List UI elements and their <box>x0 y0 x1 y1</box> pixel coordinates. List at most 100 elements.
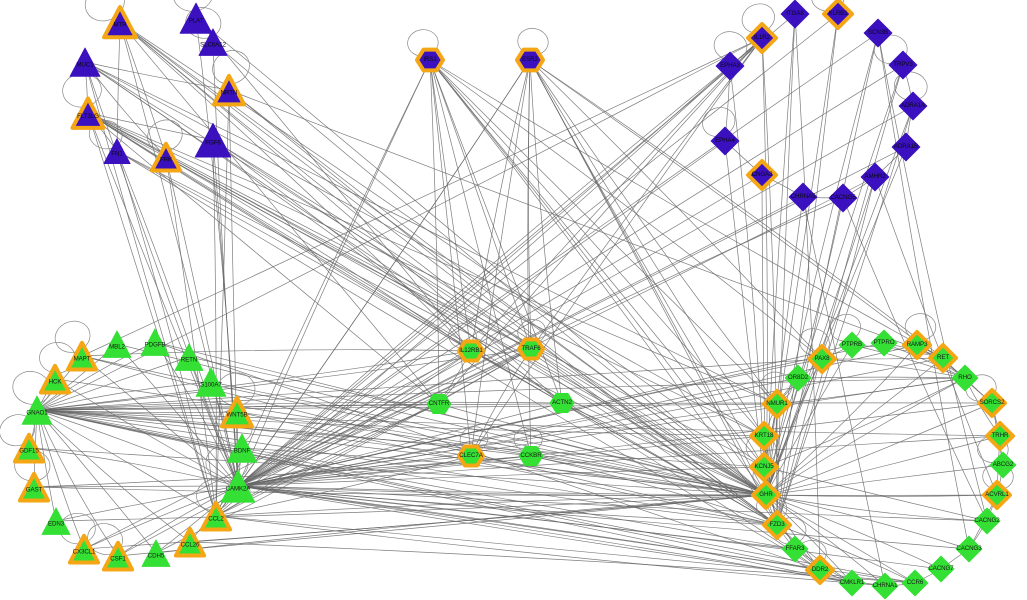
hexagon-shape-icon <box>457 444 485 468</box>
graph-edge <box>215 494 767 517</box>
diamond-shape-icon <box>888 50 918 80</box>
graph-node-flt3lg[interactable]: FLT3LG <box>67 92 110 135</box>
graph-edge <box>776 13 839 526</box>
triangle-shape-icon <box>149 141 183 173</box>
graph-node-cntfr[interactable]: CNTFR <box>422 387 456 421</box>
graph-node-slc6a12[interactable]: SLC6A12 <box>193 22 233 62</box>
graph-edge <box>237 435 765 487</box>
graph-edge <box>765 494 942 570</box>
graph-node-cnga3[interactable]: CNGA3 <box>743 156 781 194</box>
graph-node-ccl26[interactable]: CCL26 <box>170 522 210 562</box>
graph-node-csf1[interactable]: CSF1 <box>98 536 138 576</box>
graph-edge <box>529 59 823 360</box>
graph-node-traf6[interactable]: TRAF6 <box>514 332 548 366</box>
graph-node-mbl2[interactable]: MBL2 <box>97 324 137 364</box>
graph-edge <box>117 348 532 557</box>
triangle-shape-icon <box>220 469 256 503</box>
graph-edge <box>116 150 239 487</box>
graph-node-mtr[interactable]: MTR <box>98 0 142 44</box>
graph-node-cckbr[interactable]: CCKBR <box>514 439 548 473</box>
graph-edge <box>228 89 767 496</box>
hexagon-shape-icon <box>457 339 485 363</box>
graph-node-nmur1[interactable]: NMUR1 <box>759 386 795 422</box>
triangle-shape-icon <box>141 539 171 567</box>
graph-node-trpv3[interactable]: TRPV3 <box>884 46 922 84</box>
graph-node-epha4[interactable]: EPHA4 <box>706 122 744 160</box>
graph-edge <box>529 59 778 405</box>
graph-edge <box>237 197 844 487</box>
diamond-shape-icon <box>807 344 837 374</box>
graph-node-actn2[interactable]: ACTN2 <box>545 386 579 420</box>
graph-node-ptpro[interactable]: PTPRO <box>866 325 902 361</box>
graph-node-cacng5[interactable]: CACNG5 <box>824 179 862 217</box>
graph-edge <box>36 341 156 411</box>
graph-node-cmklr1[interactable]: CMKLR1 <box>834 565 870 600</box>
triangle-shape-icon <box>21 395 53 425</box>
graph-node-gnao1[interactable]: GNAO1 <box>16 389 58 431</box>
diamond-shape-icon <box>746 22 778 54</box>
graph-edge <box>87 112 778 405</box>
diamond-shape-icon <box>710 126 740 156</box>
graph-node-itga8[interactable]: ITGA8 <box>776 0 814 33</box>
graph-edge <box>119 21 472 352</box>
graph-node-frk[interactable]: FRK <box>146 137 186 177</box>
graph-node-clec7a[interactable]: CLEC7A <box>454 439 488 473</box>
diamond-shape-icon <box>898 91 928 121</box>
self-loop-edge <box>185 7 222 39</box>
graph-edge <box>237 485 886 587</box>
graph-edge <box>117 485 239 557</box>
graph-edge <box>237 174 763 487</box>
graph-edge <box>438 403 767 496</box>
graph-edge <box>470 59 531 352</box>
graph-edge <box>81 355 767 496</box>
graph-edge <box>36 350 472 411</box>
graph-node-chrna5[interactable]: CHRNA5 <box>784 178 822 216</box>
graph-edge <box>212 139 563 404</box>
graph-edge <box>87 112 532 350</box>
graph-edge <box>429 59 778 405</box>
graph-edge <box>228 89 778 526</box>
graph-node-fgf6[interactable]: FGF6 <box>189 116 237 164</box>
graph-node-irs1[interactable]: IRS1 <box>412 42 448 78</box>
triangle-shape-icon <box>173 526 207 558</box>
graph-edge <box>212 139 217 517</box>
triangle-shape-icon <box>38 363 72 395</box>
graph-edge <box>84 61 767 496</box>
graph-edge <box>87 112 214 141</box>
graph-node-sorcs2[interactable]: SORCS2 <box>974 385 1010 421</box>
graph-node-fn1[interactable]: FN1 <box>98 132 136 170</box>
graph-edge <box>54 378 767 496</box>
graph-edge <box>237 59 431 487</box>
graph-edge <box>55 485 239 522</box>
graph-node-adra1a[interactable]: ADRA1A <box>894 87 932 125</box>
graph-node-gdf15[interactable]: GDF15 <box>9 428 49 468</box>
diamond-shape-icon <box>985 421 1015 451</box>
graph-node-ddr2[interactable]: DDR2 <box>802 552 838 588</box>
graph-edge <box>36 409 767 496</box>
graph-edge <box>215 89 230 517</box>
diamond-shape-icon <box>977 388 1007 418</box>
graph-edge <box>237 402 563 487</box>
graph-edge <box>529 59 966 379</box>
graph-edge <box>36 403 778 411</box>
graph-node-muc1[interactable]: MUC1 <box>64 41 106 83</box>
diamond-shape-icon <box>749 421 779 451</box>
graph-node-klrb1[interactable]: KLRB1 <box>819 0 857 33</box>
graph-node-nrtn[interactable]: NRTN <box>208 69 250 111</box>
graph-edge <box>237 140 726 487</box>
graph-node-esr2[interactable]: ESR2 <box>512 42 548 78</box>
triangle-shape-icon <box>226 433 258 463</box>
graph-edge <box>794 13 821 571</box>
triangle-shape-icon <box>140 328 170 356</box>
graph-edge <box>529 59 765 437</box>
graph-node-ccr6[interactable]: CCR6 <box>897 565 933 600</box>
hexagon-shape-icon <box>549 393 575 413</box>
graph-edge <box>530 455 778 526</box>
graph-edge <box>36 409 238 413</box>
graph-node-epha3[interactable]: EPHA3 <box>711 47 749 85</box>
graph-node-il12rb1[interactable]: IL12RB1 <box>454 334 488 368</box>
triangle-shape-icon <box>103 138 131 165</box>
triangle-shape-icon <box>195 367 227 397</box>
graph-edge <box>763 377 966 468</box>
